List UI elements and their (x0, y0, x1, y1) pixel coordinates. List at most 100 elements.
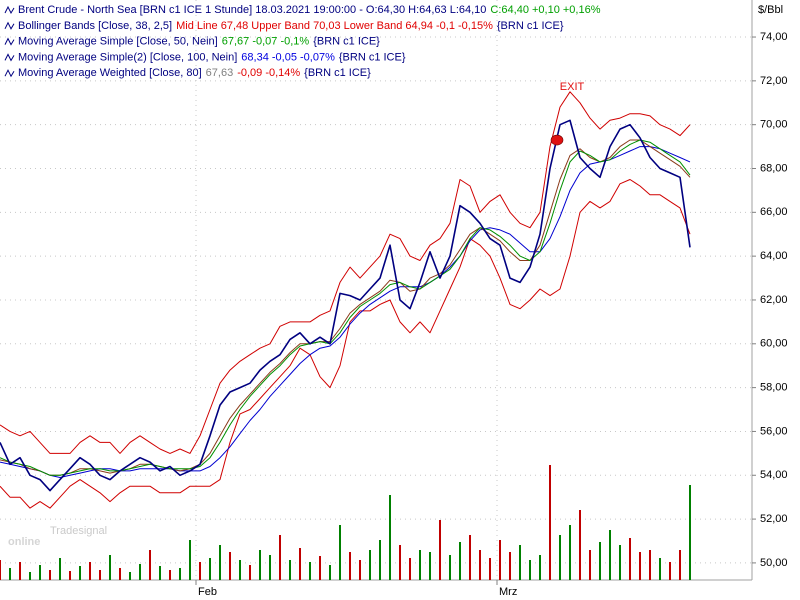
volume-bar (539, 555, 541, 580)
legend-line: Bollinger Bands [Close, 38, 2,5] Mid Line… (18, 20, 564, 32)
volume-bar (79, 566, 81, 580)
legend-text: {BRN c1 ICE} (497, 20, 564, 32)
volume-bar (419, 550, 421, 580)
legend-text: Moving Average Weighted [Close, 80] (18, 67, 202, 79)
series-line (0, 139, 691, 476)
legend-text: Moving Average Simple(2) [Close, 100, Ne… (18, 51, 237, 63)
volume-bar (149, 550, 151, 580)
y-tick-label: 56,00 (760, 425, 788, 437)
volume-bar (639, 552, 641, 580)
volume-bar (689, 485, 691, 580)
volume-bar (169, 570, 171, 580)
volume-bar (609, 530, 611, 580)
volume-bar (29, 572, 31, 580)
legend-icon (4, 21, 15, 30)
volume-bar (449, 555, 451, 580)
volume-bar (349, 552, 351, 580)
legend-text: 68,34 -0,05 -0,07% (241, 51, 335, 63)
volume-bar (549, 465, 551, 580)
volume-bar (289, 560, 291, 580)
legend-text: {BRN c1 ICE} (304, 67, 371, 79)
volume-bar (119, 568, 121, 580)
volume-bar (99, 570, 101, 580)
x-tick-label: Feb (198, 586, 217, 598)
volume-bar (669, 562, 671, 580)
volume-bar (559, 535, 561, 580)
y-tick-label: 58,00 (760, 382, 788, 394)
volume-bar (159, 566, 161, 580)
volume-bar (399, 545, 401, 580)
legend-line: Moving Average Simple [Close, 50, Nein] 6… (18, 36, 380, 48)
series-line (0, 119, 691, 492)
volume-bar (199, 562, 201, 580)
legend-text: C:64,40 +0,10 +0,16% (490, 4, 600, 16)
volume-bar (569, 525, 571, 580)
volume-bar (279, 535, 281, 580)
volume-bar (579, 510, 581, 580)
legend-icon (4, 5, 15, 15)
y-tick-label: 60,00 (760, 338, 788, 350)
y-tick-label: 66,00 (760, 206, 788, 218)
y-tick-label: 50,00 (760, 557, 788, 569)
volume-bar (499, 540, 501, 580)
volume-bar (329, 565, 331, 580)
volume-bar (519, 545, 521, 580)
watermark-text: online (8, 536, 40, 548)
volume-bar (249, 565, 251, 580)
volume-bar (89, 562, 91, 580)
volume-bar (379, 540, 381, 580)
legend-text: Mid Line 67,48 Upper Band 70,03 Lower Ba… (176, 20, 493, 32)
volume-bar (649, 550, 651, 580)
volume-bar (599, 542, 601, 580)
legend-text: {BRN c1 ICE} (339, 51, 406, 63)
legend-line: Brent Crude - North Sea [BRN c1 ICE 1 St… (18, 4, 601, 16)
volume-bar (529, 560, 531, 580)
volume-bar (269, 555, 271, 580)
volume-bar (439, 520, 441, 580)
y-tick-label: 52,00 (760, 513, 788, 525)
legend-icon (4, 53, 15, 62)
volume-bar (359, 560, 361, 580)
volume-bar (139, 564, 141, 580)
legend-icon (4, 69, 15, 78)
volume-bar (469, 535, 471, 580)
y-tick-label: 72,00 (760, 75, 788, 87)
volume-bar (259, 550, 261, 580)
volume-bar (429, 552, 431, 580)
volume-bar (49, 570, 51, 580)
series-line (0, 91, 691, 454)
y-axis-label: $/Bbl (758, 4, 783, 16)
volume-bar (19, 562, 21, 580)
volume-bar (69, 571, 71, 580)
legend-text: -0,09 -0,14% (237, 67, 300, 79)
volume-bar (179, 568, 181, 580)
legend-line: Moving Average Simple(2) [Close, 100, Ne… (18, 51, 406, 63)
series-line (0, 179, 691, 509)
volume-bar (619, 545, 621, 580)
annotation: EXIT (560, 81, 585, 93)
y-tick-label: 54,00 (760, 469, 788, 481)
legend-text: {BRN c1 ICE} (313, 36, 380, 48)
y-tick-label: 74,00 (760, 31, 788, 43)
y-tick-label: 62,00 (760, 294, 788, 306)
volume-bar (589, 550, 591, 580)
legend-text: Brent Crude - North Sea [BRN c1 ICE 1 St… (18, 4, 486, 16)
volume-bar (479, 550, 481, 580)
volume-bar (9, 568, 11, 580)
volume-bar (629, 538, 631, 580)
volume-bar (0, 560, 1, 580)
volume-bar (299, 548, 301, 580)
legend-text: 67,63 (206, 67, 234, 79)
y-tick-label: 64,00 (760, 250, 788, 262)
volume-bar (129, 572, 131, 580)
volume-bar (109, 555, 111, 580)
volume-bar (369, 550, 371, 580)
volume-bar (319, 556, 321, 580)
volume-bar (459, 542, 461, 580)
volume-bar (339, 525, 341, 580)
legend-text: Bollinger Bands [Close, 38, 2,5] (18, 20, 172, 32)
y-tick-label: 70,00 (760, 119, 788, 131)
volume-bar (659, 558, 661, 580)
volume-bar (229, 552, 231, 580)
